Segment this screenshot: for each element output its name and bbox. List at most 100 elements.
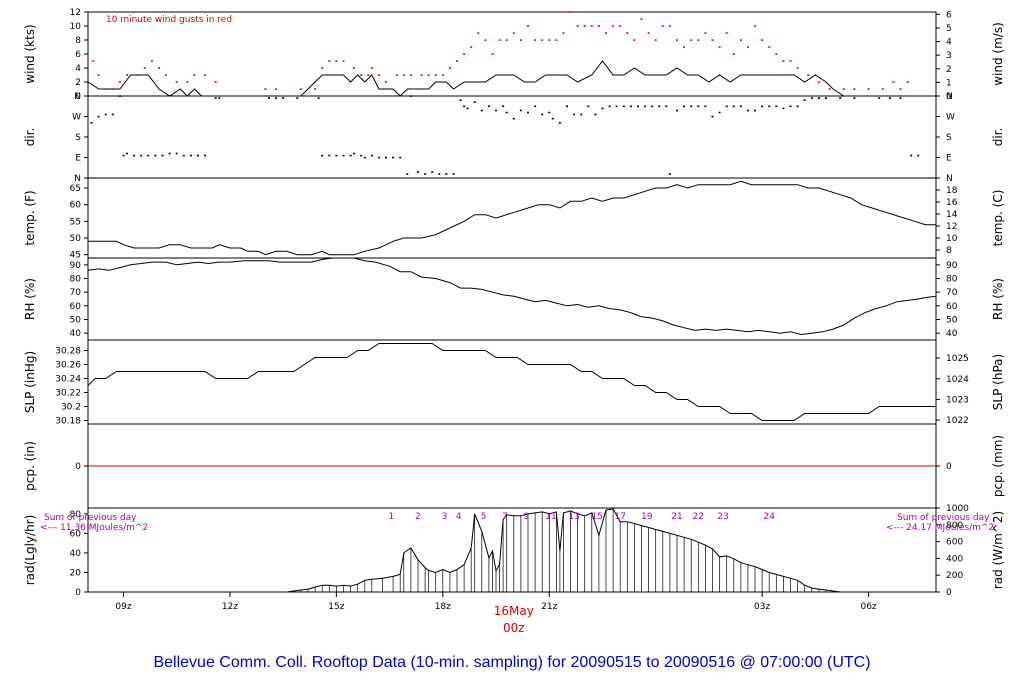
point-wind [647, 32, 650, 34]
point-dir [328, 154, 331, 157]
point-dir [541, 113, 544, 116]
point-wind [807, 74, 810, 76]
point-wind [626, 32, 629, 34]
point-wind [321, 67, 324, 69]
point-wind [796, 67, 799, 69]
y-label-left-rh: RH (%) [23, 278, 37, 320]
point-wind [385, 81, 387, 83]
series-line-slp [87, 343, 936, 421]
left-tick-label-temp-55: 55 [70, 217, 81, 227]
point-wind [633, 39, 636, 41]
date-label-day: 16May [494, 604, 534, 618]
left-tick-label-dir-w: W [72, 113, 81, 123]
point-wind [111, 88, 114, 90]
point-wind [214, 81, 217, 83]
point-dir [803, 99, 806, 101]
point-wind [761, 39, 764, 41]
right-tick-label-rad-1000: 1000 [946, 504, 969, 514]
point-dir [282, 97, 285, 99]
right-tick-label-wind-2: 2 [946, 65, 952, 75]
point-dir [399, 156, 402, 159]
left-tick-label-dir-n: N [74, 174, 81, 184]
left-tick-label-rh-70: 70 [70, 288, 82, 298]
point-dir [473, 101, 476, 103]
point-wind [590, 25, 593, 27]
point-wind [370, 67, 373, 69]
point-dir [665, 105, 668, 108]
point-wind [477, 32, 480, 34]
point-dir [566, 105, 568, 108]
point-wind [541, 39, 544, 41]
point-wind [186, 81, 189, 83]
x-tick-label-21z: 21z [541, 602, 557, 612]
point-wind [711, 39, 714, 41]
point-wind [640, 18, 643, 20]
point-dir [587, 105, 590, 108]
panel-frame-rad [87, 507, 937, 593]
right-tick-label-rh-90: 90 [946, 261, 958, 271]
point-dir [409, 95, 412, 97]
point-wind [583, 25, 586, 27]
point-dir [888, 97, 891, 99]
left-tick-label-slp-30-18: 30.18 [55, 417, 81, 427]
left-tick-label-rh-80: 80 [70, 275, 82, 285]
point-wind [654, 39, 657, 41]
rad-right-sum-line-2: <--- 24.17 MJoules/m^2 [886, 523, 994, 533]
left-tick-label-slp-30-24: 30.24 [55, 375, 81, 385]
right-tick-label-rad-0: 0 [946, 588, 952, 598]
left-tick-label-dir-s: S [75, 133, 81, 143]
left-tick-label-rh-40: 40 [70, 329, 82, 339]
right-tick-label-rad-600: 600 [946, 538, 963, 548]
point-wind [668, 25, 671, 27]
point-wind [754, 25, 756, 27]
left-tick-label-rh-50: 50 [70, 316, 82, 326]
x-tick-label-03z: 03z [754, 602, 770, 612]
left-tick-label-rad-80: 80 [70, 510, 82, 520]
point-dir [349, 154, 352, 157]
left-tick-label-rad-40: 40 [70, 549, 82, 559]
rad-marker-19: 19 [641, 512, 653, 522]
point-wind [768, 46, 771, 48]
point-dir [594, 113, 597, 116]
rad-marker-1: 1 [388, 512, 394, 522]
point-wind [470, 46, 473, 48]
left-tick-label-dir-e: E [75, 154, 81, 164]
point-dir [853, 97, 856, 99]
point-dir [775, 105, 778, 108]
point-dir [668, 173, 671, 175]
left-tick-label-dir-n: N [74, 92, 81, 102]
rad-marker-22: 22 [693, 512, 704, 522]
point-dir [683, 105, 686, 108]
x-tick-label-18z: 18z [435, 602, 451, 612]
chart-title: Bellevue Comm. Coll. Rooftop Data (10-mi… [153, 654, 870, 671]
point-dir [370, 154, 373, 157]
point-dir [459, 99, 462, 101]
right-tick-label-rad-800: 800 [946, 521, 963, 531]
point-wind [534, 39, 537, 41]
right-tick-label-slp-1025: 1025 [946, 354, 969, 364]
point-wind [683, 46, 686, 48]
left-tick-label-rad-20: 20 [70, 568, 82, 578]
point-dir [608, 105, 611, 108]
rad-marker-17: 17 [614, 512, 625, 522]
point-wind [314, 88, 317, 90]
point-wind [597, 25, 600, 27]
x-axis: 09z 12z 15z 18z 21z 03z 06z [115, 592, 877, 612]
point-dir [317, 97, 320, 99]
right-tick-label-rh-70: 70 [946, 288, 958, 298]
point-dir [690, 105, 693, 108]
left-tick-label-temp-45: 45 [70, 251, 81, 261]
point-dir [746, 109, 749, 112]
point-dir [321, 154, 324, 157]
right-tick-label-dir-n: N [946, 92, 953, 102]
point-wind [718, 46, 721, 48]
rad-marker-21: 21 [671, 512, 682, 522]
point-dir [417, 171, 419, 173]
right-tick-label-wind-6: 6 [946, 10, 952, 20]
point-dir [363, 156, 366, 159]
point-dir [463, 105, 466, 108]
panel-frame-dir [87, 95, 937, 179]
rad-marker-9: 9 [523, 512, 529, 522]
